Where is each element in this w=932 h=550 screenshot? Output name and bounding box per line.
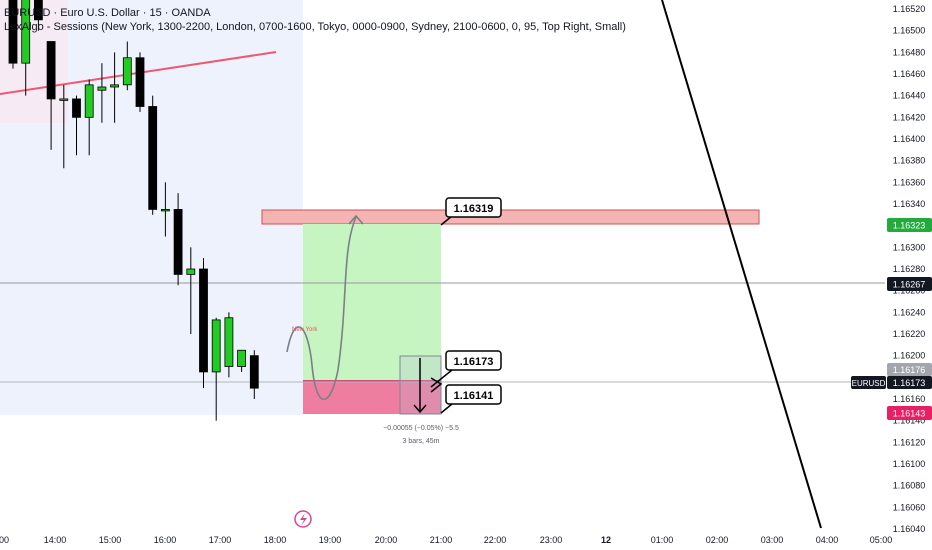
candle <box>72 95 81 156</box>
price-tick-label: 1.16420 <box>893 112 926 122</box>
candle <box>97 63 107 123</box>
candle <box>59 84 69 169</box>
price-tick-label: 1.16140 <box>893 416 926 426</box>
price-tick-label: 1.16240 <box>893 307 926 317</box>
time-tick-label: 04:00 <box>816 535 839 545</box>
price-tick-label: 1.16060 <box>893 502 926 512</box>
price-tick-label: 1.16480 <box>893 47 926 57</box>
symbol-title: EURUSD · Euro U.S. Dollar · 15 · OANDA <box>4 7 211 19</box>
candle <box>34 0 43 31</box>
candle <box>21 0 31 96</box>
price-tick-label: 1.16120 <box>893 437 926 447</box>
stop-callout[interactable] <box>445 384 502 405</box>
time-tick-label: 22:00 <box>484 535 507 545</box>
price-tick-label: 1.16220 <box>893 329 926 339</box>
profit-zone[interactable] <box>303 224 441 381</box>
chart-legend: EURUSD · Euro U.S. Dollar · 15 · OANDA L… <box>4 6 626 34</box>
price-tick-label: 1.16100 <box>893 459 926 469</box>
price-tick-label: 1.16300 <box>893 242 926 252</box>
time-tick-label: 19:00 <box>319 535 342 545</box>
measure-arrowhead <box>413 404 427 414</box>
price-axis[interactable]: 1.16040 1.16060 1.16080 1.16100 1.16120 1.161… <box>893 4 926 534</box>
time-tick-label: 20:00 <box>375 535 398 545</box>
callout-arrowhead-entry <box>430 377 443 393</box>
price-tick-label: 1.16160 <box>893 394 926 404</box>
target-callout-value: 1.16319 <box>454 203 494 215</box>
projection-path <box>286 216 357 401</box>
price-tick-label: 1.16360 <box>893 177 926 187</box>
target-callout[interactable] <box>445 197 502 218</box>
candle <box>237 349 247 372</box>
axis-label-pink-bg <box>887 406 932 420</box>
candle <box>110 52 119 123</box>
axis-label-gray-bg <box>887 363 932 376</box>
price-tick-label: 1.16080 <box>893 481 926 491</box>
candle <box>8 0 18 69</box>
axis-label-green-bg <box>887 218 932 232</box>
symbol-badge-bg <box>851 376 886 389</box>
time-tick-label: 05:00 <box>870 535 893 545</box>
price-tick-label: 1.16440 <box>893 91 926 101</box>
entry-callout-value: 1.16173 <box>454 356 494 368</box>
candles <box>8 0 259 421</box>
lightning-icon[interactable] <box>294 510 312 528</box>
time-tick-label: 12 <box>601 535 611 545</box>
time-tick-label: 18:00 <box>264 535 287 545</box>
projection-arrowhead <box>348 214 364 225</box>
indicator-title: LuxAlgo - Sessions (New York, 1300-2200,… <box>4 21 626 33</box>
time-tick-label: 23:00 <box>540 535 563 545</box>
axis-label-line-bg <box>887 277 932 291</box>
axis-label-gray: 1.16176 <box>893 365 926 375</box>
symbol-badge: EURUSD <box>852 379 886 388</box>
candle <box>160 182 170 237</box>
time-tick-label: 14:00 <box>44 535 67 545</box>
candle <box>46 41 56 150</box>
axis-label-current: 1.16173 <box>893 378 926 388</box>
time-tick-label: 21:00 <box>430 535 453 545</box>
axis-label-pink: 1.16143 <box>893 409 926 419</box>
time-tick-label: 02:00 <box>706 535 729 545</box>
candle <box>224 312 234 378</box>
entry-callout[interactable] <box>445 350 502 371</box>
price-tick-label: 1.16340 <box>893 199 926 209</box>
candle <box>148 95 158 215</box>
axis-label-line: 1.16267 <box>893 280 926 290</box>
time-tick-label: 15:00 <box>99 535 122 545</box>
candle <box>173 193 183 286</box>
candle <box>199 258 208 389</box>
candle <box>135 52 145 112</box>
time-tick-label: 01:00 <box>651 535 674 545</box>
time-tick-label: 16:00 <box>154 535 177 545</box>
price-tick-label: 1.16400 <box>893 134 926 144</box>
candle <box>122 41 132 91</box>
axis-label-green: 1.16323 <box>893 221 926 231</box>
price-tick-label: 1.16380 <box>893 156 926 166</box>
price-tick-label: 1.16200 <box>893 351 926 361</box>
price-tick-label: 1.16520 <box>893 4 926 14</box>
candle <box>186 247 196 334</box>
callout-arrow-stop <box>440 403 453 414</box>
session-label: New York <box>292 327 318 333</box>
measure-stats: −0.00055 (−0.05%) −5.5 <box>383 425 459 432</box>
price-tick-label: 1.16500 <box>893 26 926 36</box>
axis-label-current-bg <box>887 376 932 389</box>
candle <box>211 317 221 421</box>
price-tick-label: 1.16460 <box>893 69 926 79</box>
price-tick-label: 1.16280 <box>893 264 926 274</box>
callout-arrow-entry <box>430 369 453 388</box>
target-zone[interactable] <box>261 209 760 225</box>
time-tick-label: 17:00 <box>209 535 232 545</box>
measure-bars: 3 bars, 45m <box>403 438 440 445</box>
time-tick-label: 00 <box>0 535 9 545</box>
price-tick-label: 1.16040 <box>893 524 926 534</box>
time-tick-label: 03:00 <box>761 535 784 545</box>
diagonal-line[interactable] <box>661 0 822 529</box>
candle <box>84 79 94 156</box>
time-axis[interactable]: 00 14:00 15:00 16:00 17:00 18:00 19:00 20:00 21:… <box>0 535 892 545</box>
loss-zone[interactable] <box>303 381 441 414</box>
candle <box>249 350 259 399</box>
stop-callout-value: 1.16141 <box>454 390 494 402</box>
